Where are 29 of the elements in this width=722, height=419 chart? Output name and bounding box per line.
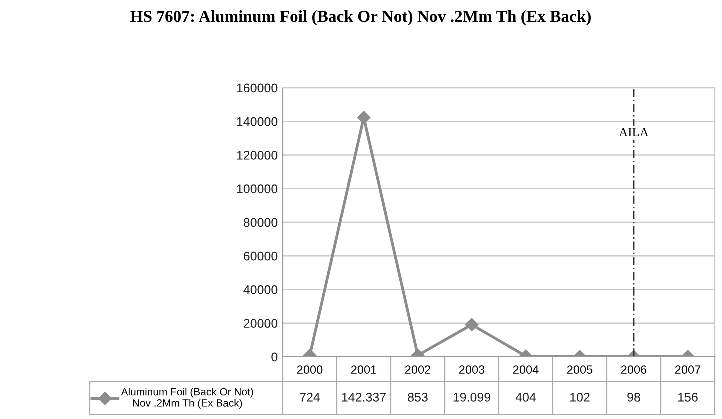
y-tick-label: 160000	[237, 84, 278, 93]
data-label: 98	[628, 393, 640, 402]
chart-title: HS 7607: Aluminum Foil (Back Or Not) Nov .2Mm Th (Ex Back)	[130, 10, 592, 26]
x-tick-label: 2005	[567, 366, 593, 374]
data-label: 102	[570, 393, 590, 402]
x-tick-label: 2006	[621, 366, 647, 374]
x-tick-label: 2001	[351, 366, 377, 374]
y-tick-label: 140000	[237, 117, 278, 126]
y-tick-label: 100000	[237, 184, 278, 194]
y-tick-label: 0	[272, 352, 278, 362]
data-label: 724	[300, 393, 320, 402]
data-label: 404	[516, 393, 536, 402]
y-tick-label: 120000	[237, 151, 278, 160]
point	[357, 111, 371, 124]
data-label: 142.337	[342, 393, 386, 402]
ref-line-label: AILA	[619, 128, 649, 136]
data-label: 19.099	[454, 393, 491, 402]
x-tick-label: 2004	[513, 366, 539, 374]
x-tick-label: 2000	[297, 366, 323, 374]
x-tick-label: 2003	[459, 366, 485, 374]
y-tick-label: 80000	[244, 218, 278, 228]
y-tick-label: 40000	[244, 286, 278, 294]
y-tick-label: 20000	[244, 319, 278, 328]
x-tick-label: 2002	[405, 366, 431, 374]
x-tick-label: 2007	[675, 366, 701, 374]
data-label: 156	[678, 393, 698, 402]
legend-label: Aluminum Foil (Back Or Not) Nov .2Mm Th (Ex Back)	[121, 388, 254, 409]
data-label: 853	[408, 393, 428, 402]
y-tick-label: 60000	[244, 252, 278, 261]
